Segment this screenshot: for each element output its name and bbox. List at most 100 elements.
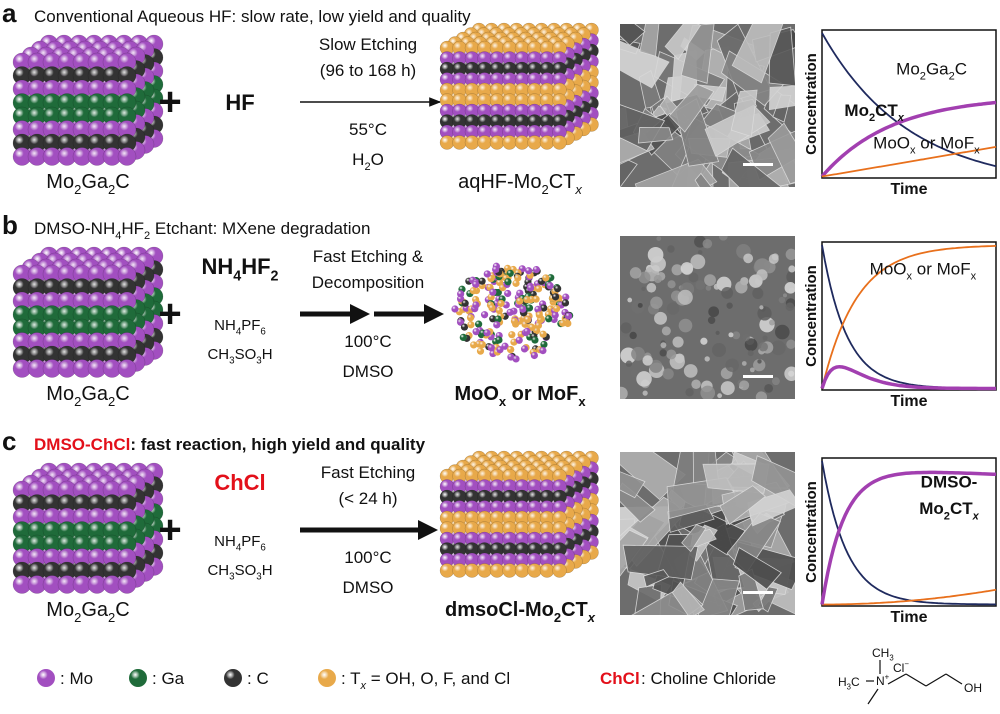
legend-label: : Mo: [60, 669, 93, 688]
x-axis-label: Time: [890, 609, 927, 626]
text-segment: CH: [872, 646, 889, 660]
sem-grain: [654, 311, 667, 325]
sem-grain: [743, 253, 754, 264]
text-segment: HF: [241, 254, 270, 279]
atom: [540, 304, 548, 312]
sem-grain: [775, 324, 790, 340]
sem-grain: [786, 339, 795, 350]
sem-grain: [768, 254, 779, 264]
product-label: MoOx or MoFx: [454, 383, 586, 409]
atom: [523, 315, 532, 324]
sem-grain: [667, 245, 675, 253]
text-segment: DMSO: [343, 362, 394, 381]
atom: [565, 312, 573, 320]
text-segment: CT: [561, 599, 588, 621]
sem-grain: [666, 349, 677, 360]
sem-grain: [649, 359, 663, 373]
schematic-curve: [820, 100, 997, 178]
sem-image: [620, 236, 795, 399]
sem-grain: [678, 318, 693, 333]
sem-grain: [631, 346, 645, 361]
text-segment: O: [371, 150, 384, 169]
atom: [559, 319, 567, 327]
atom: [512, 355, 520, 363]
schematic-curve: [820, 470, 997, 605]
sem-grain: [659, 349, 667, 357]
text-segment: CT: [549, 171, 576, 193]
text-segment: : Mo: [60, 669, 93, 688]
chemical-bond: [925, 673, 947, 687]
text-segment: 3: [229, 572, 234, 583]
legend-swatch: [37, 669, 55, 687]
sem-grain: [754, 258, 770, 275]
reagent: ChCl: [214, 470, 265, 495]
text-segment: H: [838, 675, 847, 689]
text-segment: C: [115, 383, 129, 405]
atom-label: OH: [964, 681, 982, 695]
atom: [439, 563, 455, 578]
atom: [456, 295, 465, 303]
sem-grain: [666, 302, 680, 315]
sem-flake: [637, 126, 674, 144]
product-particles: [451, 262, 574, 363]
sem-grain: [778, 296, 786, 304]
text-segment: 2: [74, 182, 81, 197]
text-segment: Cl: [893, 661, 904, 675]
reagent: NH4HF2: [201, 254, 278, 285]
sem-grain: [732, 331, 741, 340]
text-segment: 6: [260, 327, 265, 338]
atom: [459, 333, 467, 342]
atom: [464, 563, 480, 578]
text-segment: HF: [225, 90, 254, 115]
curve-label: MoOx or MoFx: [873, 133, 980, 156]
atom: [514, 563, 530, 578]
atom: [520, 345, 529, 353]
atom: [470, 341, 478, 349]
text-segment: −: [904, 660, 909, 669]
plot-frame: [821, 457, 997, 607]
reactant-label: Mo2Ga2C: [46, 599, 129, 625]
atom: [483, 270, 491, 278]
text-segment: OH: [964, 681, 982, 695]
atom: [469, 287, 477, 295]
text-segment: MoO: [870, 260, 907, 279]
text-segment: x: [360, 680, 367, 692]
sem-grain: [661, 326, 671, 336]
sem-grain: [691, 379, 701, 389]
plus-sign: +: [158, 292, 181, 336]
condition: DMSO: [343, 362, 394, 381]
atom: [545, 315, 553, 323]
text-segment: Ga: [81, 599, 109, 621]
atom: [487, 344, 495, 352]
curve-label: DMSO-: [921, 473, 978, 492]
atom-label: CH3: [872, 646, 894, 663]
sem-grain: [735, 281, 748, 294]
text-segment: CH: [207, 562, 229, 579]
text-segment: C: [115, 599, 129, 621]
sem-grain: [637, 302, 643, 308]
product-label: aqHF-Mo2CTx: [458, 171, 582, 197]
sem-grain: [758, 342, 768, 352]
sem-grain: [620, 322, 632, 334]
sem-grain: [671, 264, 683, 276]
sem-flake: [738, 568, 764, 611]
atom-label: N+: [876, 673, 890, 688]
sem-grain: [718, 236, 728, 241]
text-segment: x: [578, 394, 586, 409]
text-segment: HF: [121, 219, 144, 238]
text-segment: H: [352, 150, 364, 169]
sem-grain: [715, 330, 720, 335]
atom: [551, 293, 560, 301]
text-segment: x: [897, 112, 905, 124]
legend-label: : Ga: [152, 669, 185, 688]
text-segment: H: [262, 346, 273, 363]
text-segment: 100°C: [344, 332, 391, 351]
curve-label: Mo2Ga2C: [896, 59, 967, 82]
atom: [539, 346, 547, 355]
sem-flake: [767, 122, 795, 185]
sem-grain: [683, 364, 698, 378]
atom: [457, 290, 465, 298]
crystal-model: [439, 450, 599, 578]
text-segment: 2: [364, 161, 370, 173]
sem-grain: [707, 316, 716, 324]
